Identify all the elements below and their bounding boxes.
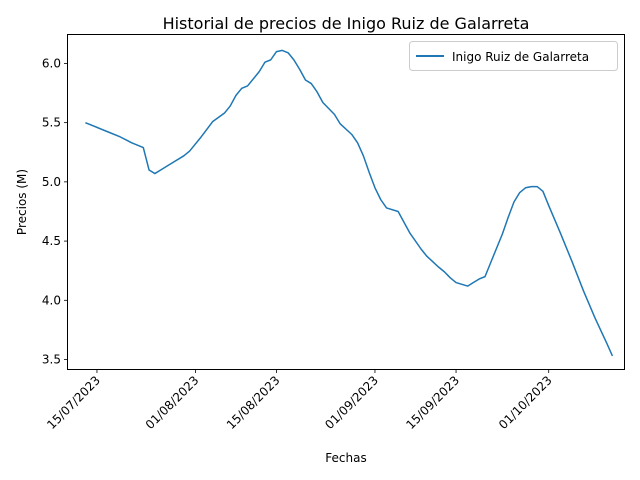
y-tick-label: 3.5: [42, 353, 61, 367]
series-lines: [85, 49, 614, 357]
y-axis-label: Precios (M): [15, 169, 29, 235]
legend: Inigo Ruiz de Galarreta: [409, 41, 618, 71]
x-axis-label: Fechas: [325, 451, 366, 465]
plot-area-frame: [67, 34, 625, 370]
y-tick-label: 5.5: [42, 116, 61, 130]
chart-title: Historial de precios de Inigo Ruiz de Ga…: [163, 14, 530, 33]
y-tick-label: 6.0: [42, 56, 61, 70]
legend-label: Inigo Ruiz de Galarreta: [452, 50, 589, 64]
y-tick-label: 4.5: [42, 234, 61, 248]
y-tick-label: 4.0: [42, 293, 61, 307]
y-axis: 3.5 4.0 4.5 5.0 5.5 6.0: [42, 56, 68, 367]
legend-box: [409, 41, 618, 71]
series-line: [85, 49, 614, 357]
y-tick-label: 5.0: [42, 175, 61, 189]
